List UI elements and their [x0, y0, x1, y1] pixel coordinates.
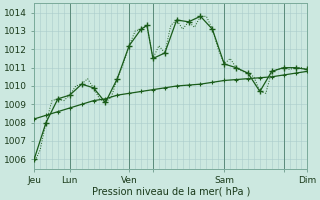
X-axis label: Pression niveau de la mer( hPa ): Pression niveau de la mer( hPa )	[92, 187, 250, 197]
